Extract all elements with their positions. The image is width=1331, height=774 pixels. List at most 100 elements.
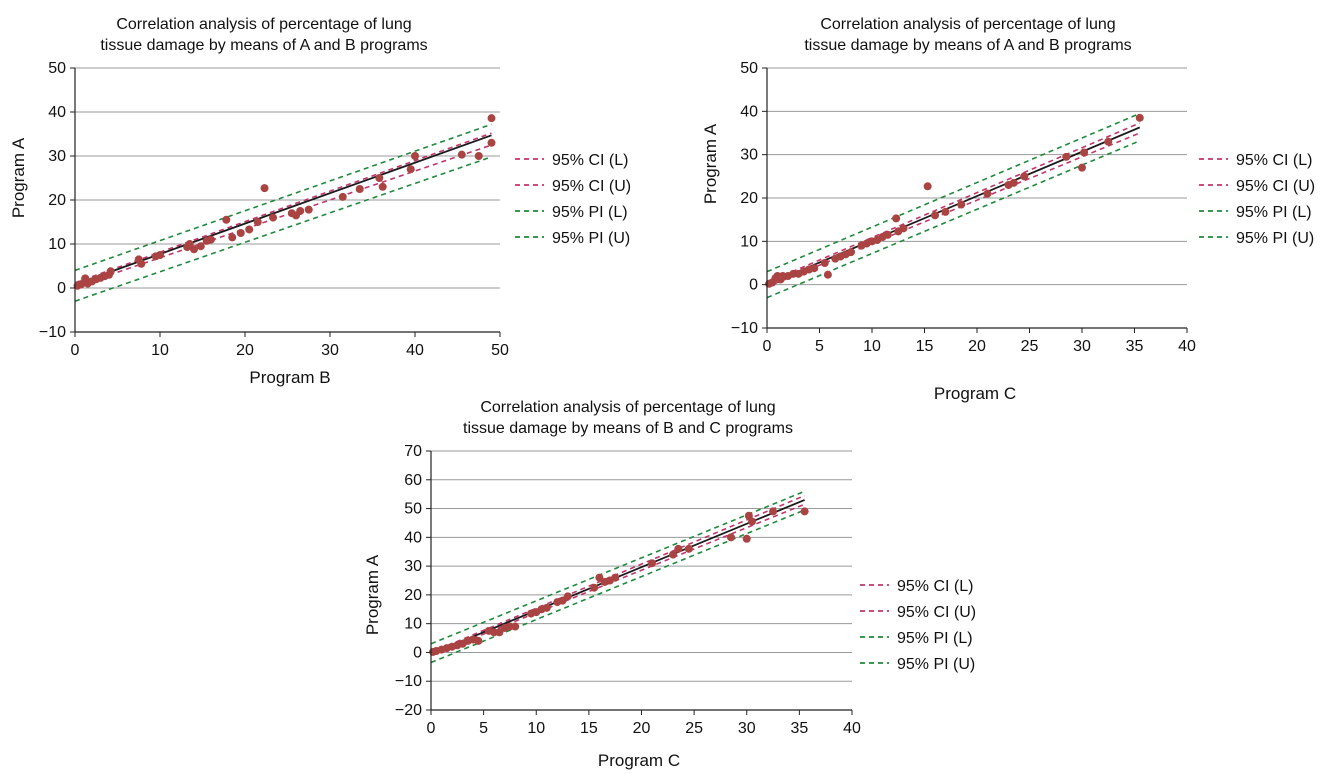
regression-line [766, 126, 1141, 286]
data-point [260, 184, 269, 193]
data-point [196, 242, 205, 251]
data-point [820, 259, 829, 267]
data-point [228, 233, 237, 242]
chart-a-vs-b: Correlation analysis of percentage of lu… [9, 16, 631, 387]
y-tick-label: −20 [395, 702, 422, 719]
ci-upper-line [430, 494, 805, 654]
data-point [106, 267, 115, 276]
data-point [590, 583, 599, 592]
data-point [190, 245, 198, 254]
y-tick-label: 30 [48, 148, 66, 165]
data-point [474, 636, 483, 645]
x-axis-title: Program B [249, 368, 330, 387]
data-point [269, 213, 278, 222]
x-tick-label: 20 [633, 720, 651, 737]
x-tick-label: 20 [968, 338, 986, 355]
x-tick-label: 10 [863, 338, 881, 355]
pi-lower-line [74, 156, 492, 302]
legend: 95% CI (L) 95% CI (U) 95% PI (L) 95% PI (U) [1199, 152, 1315, 247]
grid-lines [75, 67, 500, 289]
data-point [800, 507, 809, 516]
ci-upper-line [766, 122, 1141, 284]
data-point [558, 596, 567, 605]
legend-label: 95% CI (L) [1236, 152, 1312, 169]
y-tick-label: 50 [404, 501, 422, 518]
x-tick-label: 15 [916, 338, 934, 355]
data-point [595, 573, 604, 582]
data-point [511, 622, 520, 631]
axes [70, 67, 501, 337]
y-tick-label: −10 [731, 320, 758, 337]
data-point [1078, 163, 1086, 172]
data-point [941, 207, 950, 216]
data-point [748, 517, 757, 526]
y-tick-label: 0 [413, 644, 422, 661]
data-point [726, 533, 735, 542]
tick-labels: −10 0 10 20 30 40 50 0 10 20 30 40 50 [39, 60, 509, 359]
legend-label: 95% CI (U) [552, 178, 631, 195]
x-axis-title: Program C [598, 751, 680, 770]
data-point [222, 215, 231, 224]
data-point [611, 573, 620, 582]
x-axis-title: Program C [934, 384, 1016, 403]
grid-lines [767, 67, 1187, 286]
legend-label: 95% PI (U) [1236, 230, 1314, 247]
y-tick-label: 60 [404, 472, 422, 489]
y-tick-label: −10 [395, 673, 422, 690]
data-point [207, 235, 215, 244]
y-tick-label: 40 [740, 103, 758, 120]
x-tick-label: 20 [236, 342, 254, 359]
data-point [810, 264, 819, 273]
data-point [1135, 113, 1144, 122]
legend: 95% CI (L) 95% CI (U) 95% PI (L) 95% PI (U) [515, 152, 631, 247]
x-tick-label: 30 [1073, 338, 1091, 355]
data-point [847, 248, 855, 257]
y-tick-label: 10 [404, 616, 422, 633]
y-axis-title: Program A [701, 123, 720, 204]
chart-title-line-2: tissue damage by means of B and C progra… [463, 420, 793, 437]
grid-lines [431, 450, 852, 682]
data-point [823, 270, 832, 279]
data-point [296, 207, 305, 215]
x-tick-label: 40 [1178, 338, 1196, 355]
y-tick-label: 30 [404, 558, 422, 575]
y-tick-label: 0 [749, 277, 758, 294]
y-tick-label: 10 [48, 236, 66, 253]
legend-label: 95% CI (U) [897, 604, 976, 621]
chart-a-vs-c: Correlation analysis of percentage of lu… [701, 16, 1315, 403]
ci-lower-line [766, 132, 1141, 288]
y-tick-label: 20 [48, 192, 66, 209]
data-point [892, 214, 901, 223]
x-tick-label: 25 [1021, 338, 1039, 355]
data-series [765, 112, 1144, 299]
x-tick-label: 25 [685, 720, 703, 737]
legend-label: 95% PI (L) [897, 630, 973, 647]
y-tick-label: 50 [48, 60, 66, 77]
chart-title-line-1: Correlation analysis of percentage of lu… [820, 16, 1115, 33]
y-tick-label: 20 [404, 587, 422, 604]
tick-labels: −20 −10 0 10 20 30 40 50 60 70 0 5 10 15 20 25 30 35 40 [395, 443, 861, 737]
y-tick-label: 10 [740, 233, 758, 250]
chart-title-line-1: Correlation analysis of percentage of lu… [116, 16, 411, 33]
data-point [487, 114, 496, 123]
x-tick-label: 40 [843, 720, 861, 737]
data-series [429, 490, 809, 664]
chart-b-vs-c: Correlation analysis of percentage of lu… [363, 399, 976, 770]
data-point [983, 189, 992, 198]
chart-title-line-2: tissue damage by means of A and B progra… [804, 37, 1131, 54]
pi-upper-line [74, 123, 492, 272]
x-tick-label: 50 [491, 342, 509, 359]
data-point [137, 259, 146, 268]
y-tick-label: 30 [740, 147, 758, 164]
data-point [957, 200, 966, 209]
x-tick-label: 15 [580, 720, 598, 737]
data-point [769, 507, 778, 516]
ci-upper-line [74, 132, 492, 284]
data-point [563, 592, 572, 601]
data-point [684, 544, 693, 553]
legend-label: 95% PI (U) [552, 230, 630, 247]
y-tick-label: 40 [48, 104, 66, 121]
x-tick-label: 5 [479, 720, 488, 737]
data-point [474, 152, 483, 160]
